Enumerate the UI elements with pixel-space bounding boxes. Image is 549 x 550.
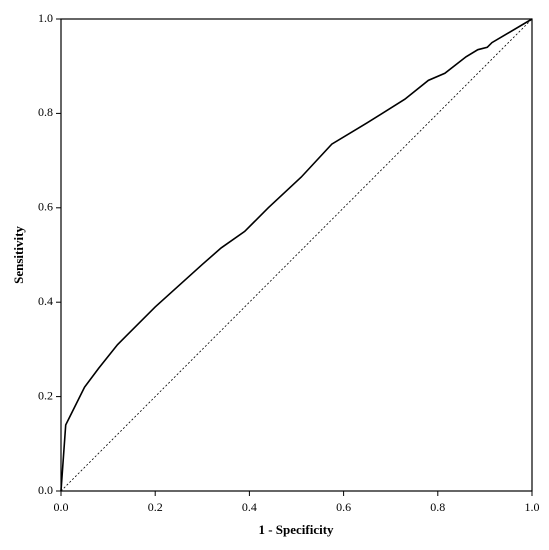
y-tick-label: 1.0 [38, 11, 53, 25]
x-tick-label: 0.4 [242, 500, 257, 514]
x-tick-label: 1.0 [525, 500, 540, 514]
plot-frame [60, 18, 533, 492]
y-tick-label: 0.4 [38, 294, 53, 308]
x-tick-label: 0.6 [336, 500, 351, 514]
y-tick-label: 0.6 [38, 200, 53, 214]
x-tick-label: 0.2 [148, 500, 163, 514]
roc-curve [60, 18, 533, 492]
y-tick-label: 0.2 [38, 388, 53, 402]
x-tick-label: 0.8 [430, 500, 445, 514]
x-tick-label: 0.0 [54, 500, 69, 514]
x-axis-title: 1 - Specificity [258, 522, 334, 537]
y-tick-label: 0.8 [38, 105, 53, 119]
reference-line [60, 18, 533, 492]
y-axis-title: Sensitivity [11, 226, 26, 284]
y-tick-label: 0.0 [38, 483, 53, 497]
